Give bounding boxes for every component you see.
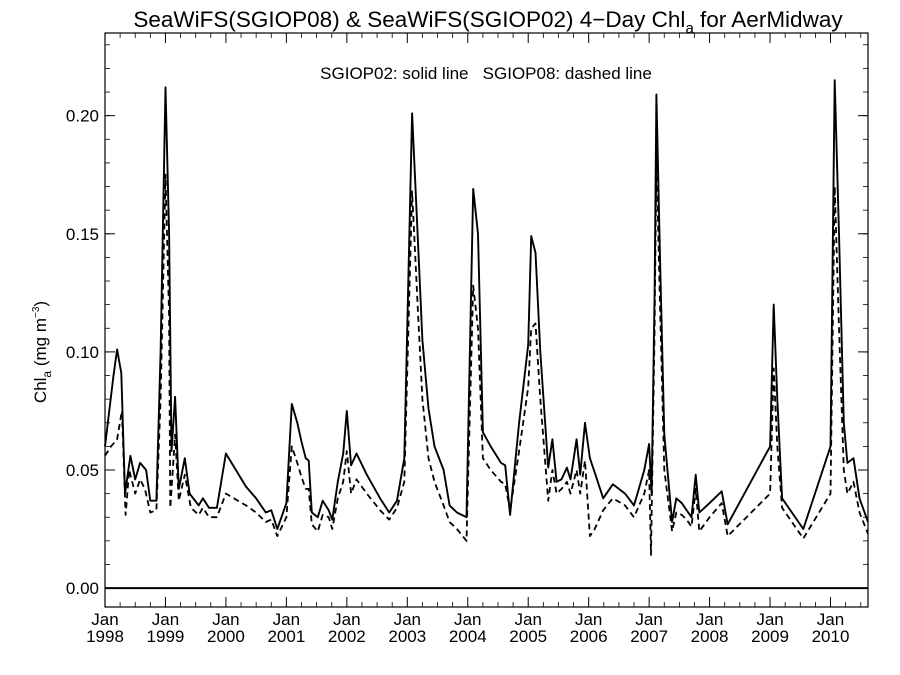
y-tick-label: 0.00: [66, 579, 99, 598]
x-tick-label-month: Jan: [756, 610, 783, 629]
x-tick-label-year: 2007: [630, 627, 668, 646]
x-tick-label-month: Jan: [394, 610, 421, 629]
y-tick-label: 0.20: [66, 107, 99, 126]
x-tick-label-year: 1999: [147, 627, 185, 646]
series-line-sgiop02-solid: [104, 79, 869, 530]
x-tick-label-month: Jan: [635, 610, 662, 629]
x-tick-label-month: Jan: [817, 610, 844, 629]
chart-title-tail: for AerMidway: [694, 7, 844, 32]
x-tick-label-month: Jan: [696, 610, 723, 629]
legend-annotation: SGIOP02: solid line SGIOP08: dashed line: [320, 64, 652, 83]
x-tick-label-month: Jan: [212, 610, 239, 629]
x-tick-label-month: Jan: [333, 610, 360, 629]
x-tick-label-month: Jan: [575, 610, 602, 629]
x-tick-label-year: 2009: [751, 627, 789, 646]
x-tick-label-year: 2006: [570, 627, 608, 646]
y-axis-label: Chla (mg m−3): [31, 301, 54, 403]
x-tick-label-year: 2001: [267, 627, 305, 646]
y-axis-label-main: Chl: [31, 378, 50, 404]
x-tick-label-month: Jan: [152, 610, 179, 629]
plot-frame: [104, 32, 869, 608]
x-tick-label-year: 2004: [449, 627, 487, 646]
y-axis-label-unit: (mg m: [31, 318, 50, 371]
x-tick-label-year: 2008: [691, 627, 729, 646]
y-axis-label-subscript: a: [40, 371, 54, 378]
x-tick-label-year: 2000: [207, 627, 245, 646]
x-tick-label-year: 2002: [328, 627, 366, 646]
chart-title: SeaWiFS(SGIOP08) & SeaWiFS(SGIOP02) 4−Da…: [133, 7, 843, 37]
chart-title-main: SeaWiFS(SGIOP08) & SeaWiFS(SGIOP02) 4−Da…: [133, 7, 685, 32]
x-tick-label-month: Jan: [515, 610, 542, 629]
y-tick-label: 0.10: [66, 343, 99, 362]
x-tick-label-year: 2010: [812, 627, 850, 646]
chart-title-subscript: a: [685, 20, 694, 37]
x-tick-label-year: 2003: [388, 627, 426, 646]
plot-area: 0.000.050.100.150.20Jan1998Jan1999Jan200…: [66, 32, 869, 646]
x-tick-label-month: Jan: [273, 610, 300, 629]
y-tick-label: 0.15: [66, 225, 99, 244]
x-tick-label-year: 2005: [509, 627, 547, 646]
x-tick-label-month: Jan: [91, 610, 118, 629]
y-axis-label-close: ): [31, 301, 50, 307]
y-tick-label: 0.05: [66, 461, 99, 480]
x-tick-label-year: 1998: [86, 627, 124, 646]
y-axis-label-superscript: −3: [31, 306, 42, 318]
x-tick-label-month: Jan: [454, 610, 481, 629]
